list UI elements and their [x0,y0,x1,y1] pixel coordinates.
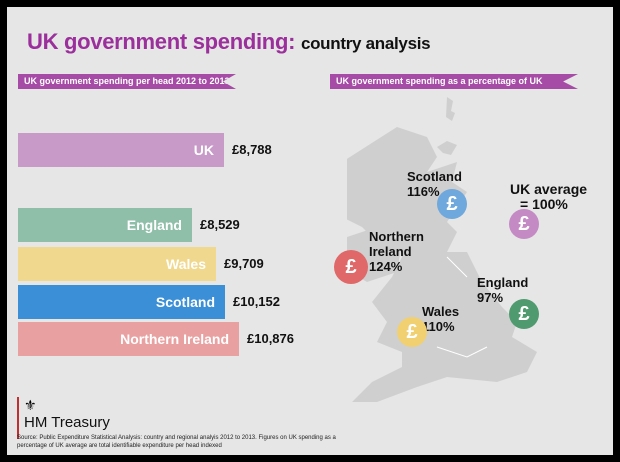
source-note: Source: Public Expenditure Statistical A… [17,435,336,449]
bar-value-label: £8,529 [200,217,240,232]
bar-value-label: £10,876 [247,331,294,346]
infographic: UK government spending: country analysis… [7,7,613,455]
bar-value-label: £8,788 [232,142,272,157]
bar-value-label: £9,709 [224,256,264,271]
uk-average-label: UK average = 100% [510,181,588,212]
bar-northern-ireland: Northern Ireland [18,322,239,356]
bar-england: England [18,208,192,242]
wales-label: Wales 110% [422,304,460,334]
bar-uk: UK [18,133,224,167]
crest-icon: ⚜ [24,397,37,413]
bar-scotland: Scotland [18,285,225,319]
page-title: UK government spending: country analysis [27,29,431,54]
pound-bag-icon: £ [509,299,539,329]
england-label: England 97% [477,275,529,305]
pound-bag-icon: £ [509,209,539,239]
left-ribbon: UK government spending per head 2012 to … [18,74,236,89]
hm-treasury-logo: ⚜ HM Treasury [17,397,110,439]
pound-bag-icon: £ [334,250,368,284]
pound-bag-icon: £ [437,189,467,219]
pound-bag-icon: £ [397,317,427,347]
bar-wales: Wales [18,247,216,281]
bar-value-label: £10,152 [233,294,280,309]
scotland-label: Scotland 116% [407,169,462,199]
northern-ireland-label: Northern Ireland 124% [369,229,424,274]
right-ribbon: UK government spending as a percentage o… [330,74,578,89]
